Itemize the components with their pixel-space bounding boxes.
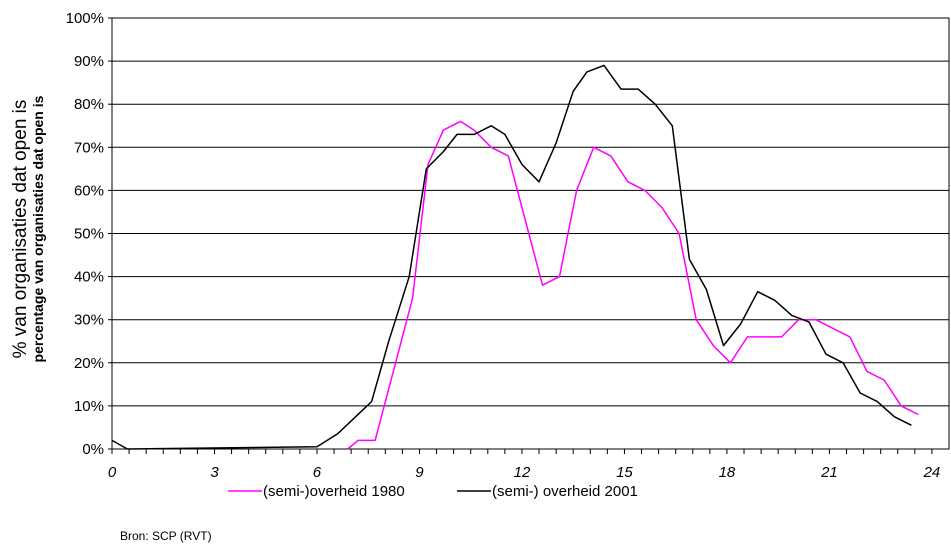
y-tick-label: 0% bbox=[82, 441, 104, 458]
y-tick-label: 80% bbox=[74, 96, 104, 113]
x-tick-label: 0 bbox=[108, 464, 117, 481]
series-line-1 bbox=[111, 64, 912, 450]
y-tick-label: 70% bbox=[74, 139, 104, 156]
x-tick-label: 15 bbox=[616, 464, 633, 481]
y-axis-title-secondary: percentage van organisaties dat open is bbox=[30, 95, 46, 362]
x-tick-label: 3 bbox=[210, 464, 219, 481]
y-tick-label: 50% bbox=[74, 226, 104, 243]
x-axis: 0 3 6 9 12 15 18 21 24 bbox=[108, 449, 940, 481]
x-tick-label: 21 bbox=[820, 464, 838, 481]
y-tick-label: 60% bbox=[74, 182, 104, 199]
x-tick-label: 9 bbox=[415, 464, 424, 481]
y-axis: 0% 10% 20% 30% 40% 50% 60% 70% 80% 90% 100% bbox=[66, 10, 112, 458]
legend-label-1980: (semi-)overheid 1980 bbox=[263, 483, 405, 500]
x-tick-label: 24 bbox=[923, 464, 941, 481]
y-tick-label: 20% bbox=[74, 355, 104, 372]
gridlines bbox=[112, 60, 949, 407]
x-tick-label: 6 bbox=[313, 464, 322, 481]
y-tick-label: 90% bbox=[74, 53, 104, 70]
y-tick-label: 40% bbox=[74, 269, 104, 286]
y-tick-label: 100% bbox=[66, 10, 104, 27]
legend-label-2001: (semi-) overheid 2001 bbox=[492, 483, 638, 500]
series-lines bbox=[111, 64, 919, 450]
legend: (semi-)overheid 1980 (semi-) overheid 20… bbox=[228, 483, 638, 500]
y-tick-label: 30% bbox=[74, 312, 104, 329]
x-tick-label: 12 bbox=[514, 464, 531, 481]
source-note: Bron: SCP (RVT) bbox=[120, 529, 212, 543]
x-tick-label: 18 bbox=[719, 464, 736, 481]
y-tick-label: 10% bbox=[74, 398, 104, 415]
series-line-0 bbox=[347, 120, 919, 450]
y-axis-title: % van organisaties dat open is bbox=[10, 100, 31, 359]
